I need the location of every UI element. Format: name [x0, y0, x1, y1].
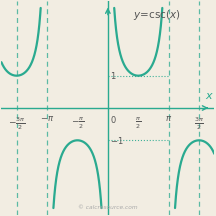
- Text: $\pi$: $\pi$: [165, 114, 172, 123]
- Text: $\frac{3\pi}{2}$: $\frac{3\pi}{2}$: [194, 115, 204, 132]
- Text: $-\frac{3\pi}{2}$: $-\frac{3\pi}{2}$: [8, 115, 25, 132]
- Text: $-\pi$: $-\pi$: [40, 114, 54, 123]
- Text: $y\!=\!\mathrm{csc}(x)$: $y\!=\!\mathrm{csc}(x)$: [133, 8, 181, 22]
- Text: $0$: $0$: [110, 114, 117, 125]
- Text: $\frac{\pi}{2}$: $\frac{\pi}{2}$: [135, 115, 141, 131]
- Text: © calcresource.com: © calcresource.com: [78, 205, 138, 210]
- Text: $-1$: $-1$: [110, 135, 124, 146]
- Text: $-\frac{\pi}{2}$: $-\frac{\pi}{2}$: [71, 115, 84, 131]
- Text: $x$: $x$: [205, 91, 213, 101]
- Text: $1$: $1$: [110, 70, 117, 81]
